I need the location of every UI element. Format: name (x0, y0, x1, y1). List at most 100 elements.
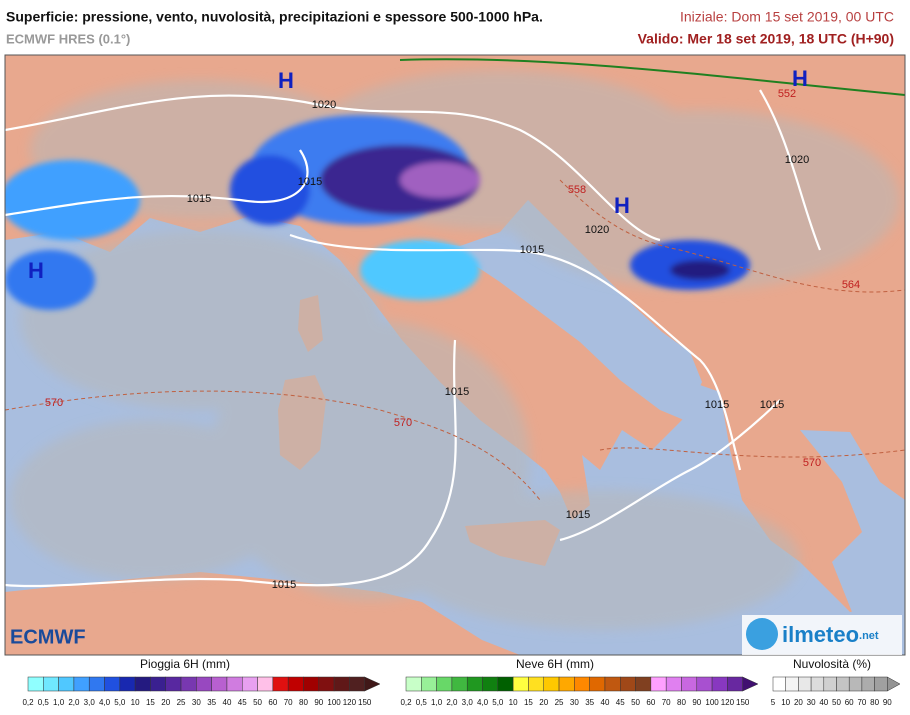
legend-tick-label: 45 (238, 698, 247, 707)
legend-tick-label: 90 (314, 698, 323, 707)
legend-tick-label: 120 (343, 698, 357, 707)
legend-swatch (823, 676, 837, 692)
precipitation (5, 115, 750, 310)
legend-swatch (226, 676, 243, 692)
legend-swatch (451, 676, 468, 692)
legend-tick-label: 60 (268, 698, 277, 707)
legend-swatch (242, 676, 258, 692)
isobar-label: 1015 (760, 399, 784, 411)
isobar-label: 1020 (785, 154, 809, 166)
legend-swatch (543, 676, 560, 692)
legend-swatch (119, 676, 136, 692)
isobars (5, 89, 822, 588)
legend-tick-label: 5 (771, 698, 776, 707)
legend-title: Pioggia 6H (mm) (140, 657, 230, 671)
legend-tick-label: 70 (662, 698, 671, 707)
legend-tick-label: 10 (781, 698, 790, 707)
legend-swatch (58, 676, 75, 692)
legend-tick-label: 4,0 (99, 698, 111, 707)
legend-tick-label: 0,5 (38, 698, 50, 707)
legend-tick-label: 70 (857, 698, 866, 707)
legend-tick-label: 15 (146, 698, 155, 707)
legend-tick-label: 35 (207, 698, 216, 707)
legend-tick-label: 0,2 (400, 698, 412, 707)
thickness-label: 564 (842, 279, 860, 291)
legend-swatch (287, 676, 304, 692)
legend-tick-label: 80 (870, 698, 879, 707)
isobar-label: 1020 (312, 99, 336, 111)
legend-swatch (727, 676, 743, 692)
legend-swatch (528, 676, 544, 692)
legend-swatch (466, 676, 483, 692)
map-border (4, 54, 906, 656)
legend-title: Neve 6H (mm) (516, 657, 594, 671)
pressure-center: H (28, 258, 44, 283)
pressure-center: H (614, 193, 630, 218)
legend-tick-label: 5,0 (492, 698, 504, 707)
legend-tick-label: 50 (253, 698, 262, 707)
legend-tick-label: 150 (358, 698, 372, 707)
legend-tick-label: 0,5 (416, 698, 428, 707)
legend-tick-label: 45 (616, 698, 625, 707)
legend-tick-label: 40 (601, 698, 610, 707)
legend-swatch (604, 676, 621, 692)
isobar-label: 1015 (445, 386, 469, 398)
legend-tick-label: 100 (705, 698, 719, 707)
adriatic (420, 200, 702, 420)
legend-swatch (180, 676, 197, 692)
isobar-label: 1015 (187, 193, 211, 205)
legend-swatch (333, 676, 350, 692)
thickness-label: 552 (778, 88, 796, 100)
legend-swatch (27, 676, 44, 692)
legend-tick-label: 2,0 (446, 698, 458, 707)
legend-swatch (73, 676, 90, 692)
legend-swatch (635, 676, 652, 692)
isobar-label: 1020 (585, 224, 609, 236)
legend-tick-label: 40 (223, 698, 232, 707)
legend-swatch (421, 676, 437, 692)
legend-arrow (364, 676, 381, 692)
legend-swatch (134, 676, 151, 692)
legend-swatch (104, 676, 121, 692)
legend-tick-label: 90 (692, 698, 701, 707)
legend-tick-label: 80 (677, 698, 686, 707)
legend-tick-label: 1,0 (53, 698, 65, 707)
legend-swatch (349, 676, 365, 692)
thickness-label: 570 (394, 417, 412, 429)
africa (5, 572, 520, 655)
legend-swatch (874, 676, 888, 692)
legend-swatch (810, 676, 825, 692)
legend-swatch (196, 676, 212, 692)
isobar-label: 1015 (520, 244, 544, 256)
legend-tick-label: 70 (284, 698, 293, 707)
legend-tick-label: 15 (524, 698, 533, 707)
legend-tick-label: 4,0 (477, 698, 489, 707)
legend-swatch (88, 676, 105, 692)
legend-swatch (165, 676, 182, 692)
legend-tick-label: 30 (192, 698, 201, 707)
legend-tick-label: 5,0 (114, 698, 126, 707)
legend-tick-label: 120 (721, 698, 735, 707)
legend-swatch (497, 676, 514, 692)
ilmeteo-name: ilmeteo (782, 622, 859, 647)
legend-swatch (257, 676, 274, 692)
legend-swatch (318, 676, 335, 692)
isobar-label: 1015 (298, 176, 322, 188)
legend-tick-label: 1,0 (431, 698, 443, 707)
legend-swatch (696, 676, 713, 692)
legend-swatch (150, 676, 166, 692)
ilmeteo-logo: ilmeteo.net (742, 615, 902, 655)
legend-tick-label: 0,2 (22, 698, 34, 707)
thickness-label: 570 (803, 457, 821, 469)
thickness-line (399, 58, 905, 96)
legend-arrow (742, 676, 759, 692)
legend-tick-label: 20 (539, 698, 548, 707)
legend-swatch (772, 676, 786, 692)
legend-tick-label: 100 (327, 698, 341, 707)
legend-tick-label: 50 (631, 698, 640, 707)
legend-swatch (665, 676, 682, 692)
legend-title: Nuvolosità (%) (793, 657, 871, 671)
legend-swatch (861, 676, 875, 692)
legend-tick-label: 3,0 (462, 698, 474, 707)
